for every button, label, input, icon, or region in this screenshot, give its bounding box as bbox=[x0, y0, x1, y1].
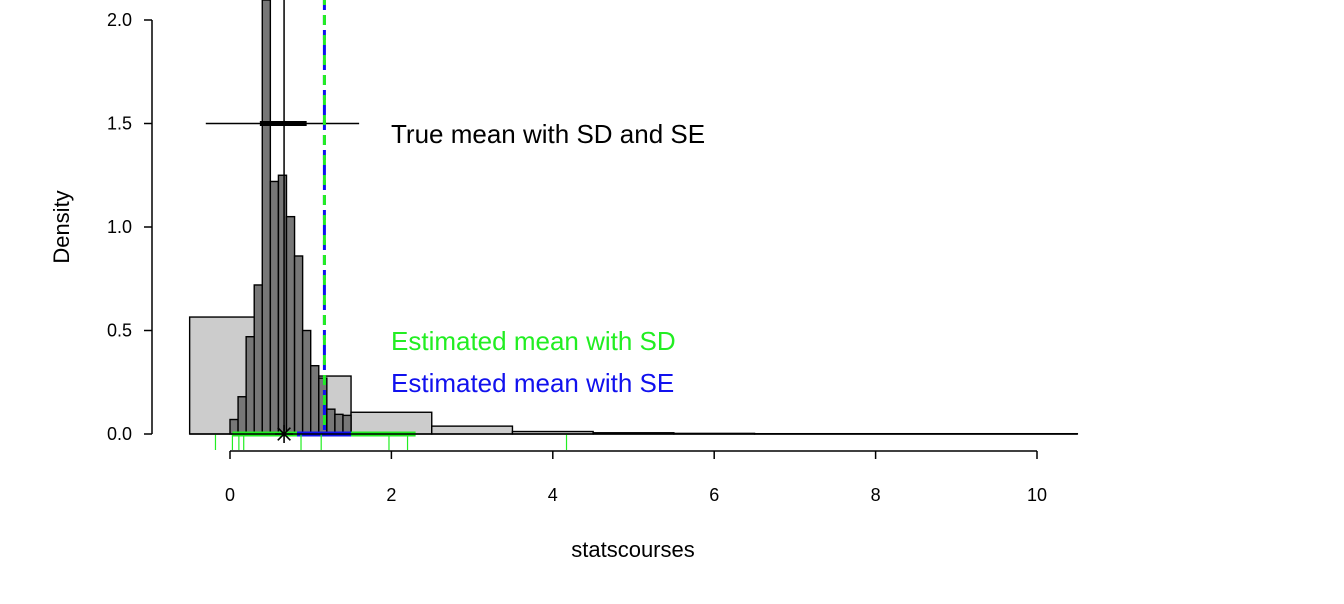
sampling-bar bbox=[253, 284, 263, 435]
background-bar bbox=[350, 411, 433, 435]
sampling-histogram bbox=[229, 0, 352, 435]
background-bar bbox=[431, 425, 514, 435]
sampling-bar bbox=[334, 413, 344, 435]
y-axis-label: Density bbox=[49, 190, 74, 263]
x-tick-label: 4 bbox=[548, 485, 558, 505]
sampling-bar bbox=[342, 414, 352, 435]
sampling-bar bbox=[285, 215, 296, 435]
sampling-bar bbox=[277, 174, 288, 435]
estimated-mean-sd-label: Estimated mean with SD bbox=[391, 326, 676, 356]
axes: 0 2 4 6 8 10 0.0 0.5 1.0 1.5 2.0 bbox=[107, 10, 1078, 505]
x-tick-label: 10 bbox=[1027, 485, 1047, 505]
x-tick-label: 2 bbox=[386, 485, 396, 505]
y-tick-label: 0.5 bbox=[107, 321, 132, 341]
y-tick-label: 1.0 bbox=[107, 217, 132, 237]
sampling-bar bbox=[269, 180, 280, 435]
x-tick-label: 8 bbox=[871, 485, 881, 505]
true-mean-label: True mean with SD and SE bbox=[391, 119, 705, 149]
x-tick-label: 0 bbox=[225, 485, 235, 505]
y-tick-label: 2.0 bbox=[107, 10, 132, 30]
sampling-bar bbox=[261, 0, 272, 435]
sampling-bar bbox=[326, 408, 336, 435]
x-axis-label: statscourses bbox=[571, 537, 695, 562]
sampling-bar bbox=[301, 329, 312, 435]
y-tick-label: 1.5 bbox=[107, 114, 132, 134]
sampling-bar bbox=[237, 396, 247, 435]
y-tick-label: 0.0 bbox=[107, 424, 132, 444]
estimated-mean-se-label: Estimated mean with SE bbox=[391, 368, 674, 398]
sampling-bar bbox=[293, 255, 304, 435]
x-tick-label: 6 bbox=[709, 485, 719, 505]
sampling-bar bbox=[310, 364, 320, 435]
sampling-bar bbox=[245, 336, 255, 435]
